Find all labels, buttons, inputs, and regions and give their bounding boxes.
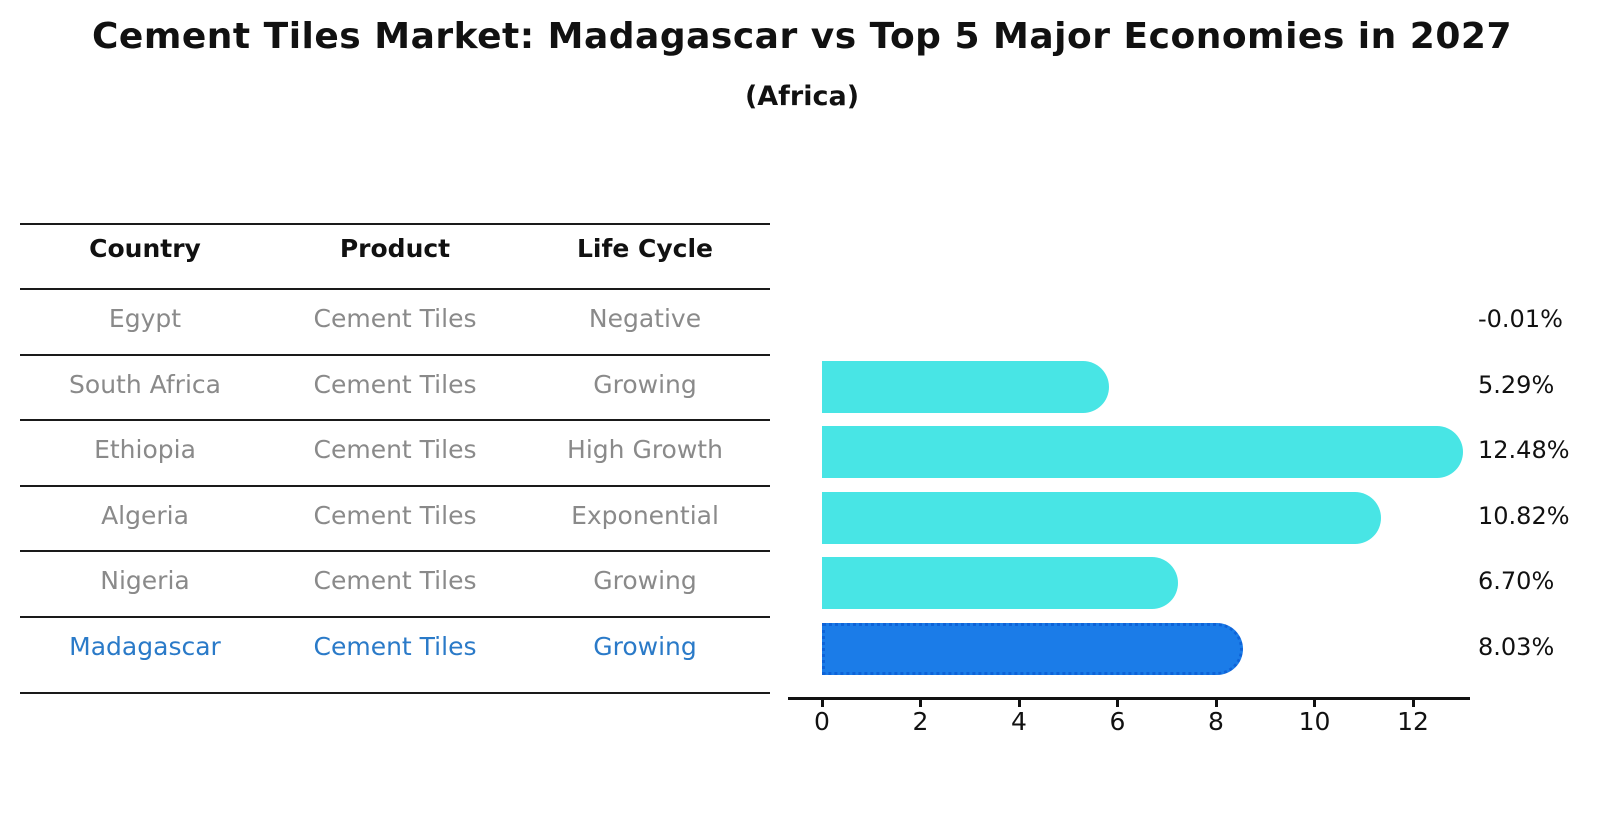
table-top-rule bbox=[20, 223, 770, 225]
table-cell-product: Cement Tiles bbox=[313, 500, 477, 530]
table-cell-country: Algeria bbox=[101, 500, 189, 530]
table-cell-product: Cement Tiles bbox=[313, 435, 477, 464]
table-cell-life-cycle: Growing bbox=[593, 369, 697, 399]
x-axis-tick bbox=[919, 697, 922, 707]
table-cell-life-cycle: High Growth bbox=[567, 435, 723, 464]
table-cell-country: Ethiopia bbox=[94, 435, 196, 464]
table-cell-life-cycle: Growing bbox=[593, 566, 697, 595]
table-cell-country: Madagascar bbox=[69, 631, 221, 661]
table-cell-product: Cement Tiles bbox=[313, 304, 477, 333]
table-cell-life-cycle: Growing bbox=[593, 631, 697, 661]
x-axis-tick bbox=[1017, 697, 1021, 707]
chart-subtitle: (Africa) bbox=[744, 81, 860, 112]
bar-ethiopia bbox=[822, 426, 1463, 478]
bar-south-africa bbox=[822, 360, 1109, 413]
table-rule bbox=[20, 484, 770, 487]
table-cell-product: Cement Tiles bbox=[313, 631, 477, 661]
table-rule bbox=[20, 353, 770, 356]
table-cell-product: Cement Tiles bbox=[313, 369, 477, 399]
table-header-country: Country bbox=[89, 234, 201, 263]
highlight-bar-madagascar bbox=[822, 622, 1244, 675]
table-cell-life-cycle: Exponential bbox=[571, 500, 719, 530]
x-axis-tick-label: 2 bbox=[912, 707, 929, 736]
bar-value-label: 5.29% bbox=[1478, 370, 1555, 399]
bar-nigeria bbox=[822, 557, 1178, 609]
bar-value-label: 6.70% bbox=[1478, 567, 1555, 595]
x-axis-tick-label: 12 bbox=[1397, 707, 1429, 736]
table-cell-country: Egypt bbox=[108, 304, 182, 333]
table-cell-life-cycle: Negative bbox=[588, 304, 702, 333]
bar-value-label: 12.48% bbox=[1478, 436, 1570, 464]
bar-value-label: 8.03% bbox=[1478, 632, 1555, 661]
table-cell-product: Cement Tiles bbox=[313, 566, 477, 595]
x-axis-tick bbox=[1411, 697, 1415, 707]
x-axis-tick bbox=[820, 697, 824, 707]
table-cell-country: South Africa bbox=[69, 369, 221, 399]
chart-title: Cement Tiles Market: Madagascar vs Top 5… bbox=[92, 16, 1512, 57]
table-cell-country: Nigeria bbox=[100, 566, 190, 595]
x-axis-tick bbox=[1313, 697, 1316, 707]
table-header-life-cycle: Life Cycle bbox=[576, 234, 714, 263]
bar-value-label: -0.01% bbox=[1478, 305, 1563, 333]
table-rule bbox=[20, 615, 770, 618]
bar-algeria bbox=[822, 491, 1381, 544]
table-bottom-rule bbox=[20, 692, 770, 694]
x-axis-tick-label: 0 bbox=[814, 707, 830, 736]
x-axis-tick-label: 10 bbox=[1298, 707, 1331, 736]
x-axis-tick bbox=[1116, 697, 1119, 707]
table-rule bbox=[20, 550, 770, 553]
x-axis-line bbox=[788, 697, 1470, 700]
table-header-product: Product bbox=[339, 234, 451, 263]
x-axis-tick-label: 6 bbox=[1109, 707, 1126, 736]
table-rule bbox=[20, 288, 770, 290]
bar-value-label: 10.82% bbox=[1478, 501, 1570, 530]
x-axis-tick-label: 4 bbox=[1011, 707, 1027, 736]
x-axis-tick-label: 8 bbox=[1208, 707, 1224, 736]
x-axis-tick bbox=[1214, 697, 1218, 707]
table-rule bbox=[20, 419, 770, 422]
